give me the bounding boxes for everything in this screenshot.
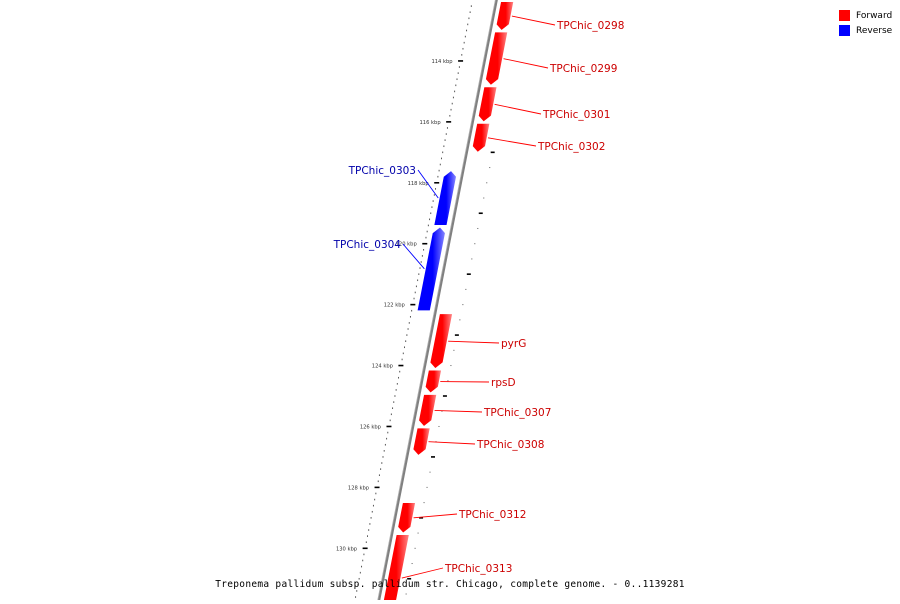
gene-label-leader — [504, 59, 548, 68]
gene-label-tpchic_0304: TPChic_0304 — [333, 239, 402, 251]
gene-arrow-tpchic_0298 — [496, 2, 513, 31]
gene-label-tpchic_0307: TPChic_0307 — [483, 407, 551, 419]
gene-arrow-tpchic_0302 — [472, 123, 489, 152]
legend-forward-label: Forward — [856, 11, 892, 21]
legend-reverse-swatch — [839, 25, 850, 36]
gene-arrow-tpchic_0312 — [398, 503, 416, 533]
gene-label-tpchic_0301: TPChic_0301 — [542, 109, 610, 121]
legend-reverse-label: Reverse — [856, 26, 892, 36]
gene-label-leader — [512, 16, 555, 25]
gene-arrow-tpchic_0308 — [413, 428, 430, 455]
legend-reverse: Reverse — [839, 25, 892, 36]
gene-label-tpchic_0298: TPChic_0298 — [556, 20, 624, 32]
gene-arrow-tpchic_0304 — [417, 227, 445, 311]
gene-arrow-rpsd — [425, 370, 441, 393]
legend-forward: Forward — [839, 10, 892, 21]
scale-tick-label: 122 kbp — [384, 303, 406, 309]
gene-label-leader — [403, 244, 424, 269]
scale-tick-label: 126 kbp — [360, 424, 382, 430]
gene-label-pyrg: pyrG — [501, 338, 526, 350]
gene-arrow-tpchic_0307 — [419, 394, 437, 426]
scale-tick-label: 116 kbp — [420, 120, 442, 126]
gene-label-rpsd: rpsD — [491, 377, 516, 389]
gene-label-tpchic_0303: TPChic_0303 — [348, 165, 416, 177]
legend-forward-swatch — [839, 10, 850, 21]
gene-label-tpchic_0312: TPChic_0312 — [458, 509, 526, 521]
gene-arrow-tpchic_0301 — [478, 87, 497, 122]
gene-label-leader — [428, 442, 475, 444]
gene-label-leader — [488, 138, 536, 146]
gene-label-leader — [495, 104, 541, 114]
scale-tick-label: 114 kbp — [431, 59, 453, 65]
gene-label-leader — [402, 568, 443, 578]
gene-label-leader — [448, 341, 499, 343]
scale-tick-label: 130 kbp — [336, 546, 358, 552]
scale-tick-label: 128 kbp — [348, 485, 370, 491]
gene-label-tpchic_0299: TPChic_0299 — [549, 63, 617, 75]
gene-label-tpchic_0313: TPChic_0313 — [444, 563, 512, 575]
gene-label-tpchic_0302: TPChic_0302 — [537, 141, 605, 153]
gene-label-leader — [414, 514, 457, 518]
gene-label-tpchic_0308: TPChic_0308 — [476, 439, 544, 451]
map-caption: Treponema pallidum subsp. pallidum str. … — [0, 579, 900, 590]
scale-tick-label: 124 kbp — [372, 364, 394, 370]
